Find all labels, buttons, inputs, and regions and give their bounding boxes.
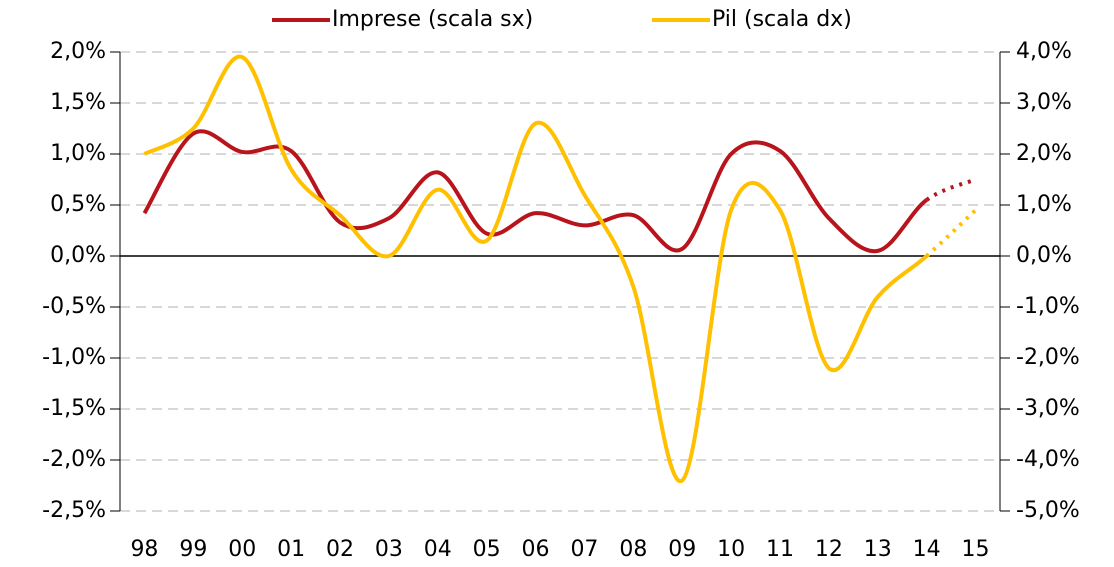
series-line [142, 129, 928, 254]
x-tick-label: 13 [864, 537, 892, 562]
y2-tick-label: 1,0% [1016, 192, 1072, 217]
x-tick-label: 01 [277, 537, 305, 562]
y-tick-label: -1,5% [42, 396, 106, 421]
x-tick-label: 98 [130, 537, 158, 562]
y-tick-label: -0,5% [42, 294, 106, 319]
x-tick-label: 02 [326, 537, 354, 562]
x-tick-label: 07 [570, 537, 598, 562]
y2-tick-label: -3,0% [1016, 396, 1080, 421]
y-tick-label: -1,0% [42, 345, 106, 370]
legend-label: Pil (scala dx) [712, 7, 852, 32]
x-tick-label: 15 [962, 537, 990, 562]
x-tick-label: 99 [179, 537, 207, 562]
x-tick-label: 10 [717, 537, 745, 562]
legend-label: Imprese (scala sx) [332, 7, 533, 32]
x-tick-label: 09 [668, 537, 696, 562]
y2-tick-label: 3,0% [1016, 90, 1072, 115]
y2-tick-label: -2,0% [1016, 345, 1080, 370]
x-tick-label: 00 [228, 537, 256, 562]
y2-tick-label: 4,0% [1016, 39, 1072, 64]
series-line [143, 54, 928, 483]
y-tick-label: 1,5% [50, 90, 106, 115]
x-tick-label: 11 [766, 537, 794, 562]
y2-tick-label: -5,0% [1016, 498, 1080, 523]
y-tick-label: 0,0% [50, 243, 106, 268]
x-tick-label: 12 [815, 537, 843, 562]
y-tick-label: -2,5% [42, 498, 106, 523]
x-tick-label: 04 [424, 537, 452, 562]
series-line-forecast [925, 208, 977, 258]
y2-tick-label: -1,0% [1016, 294, 1080, 319]
y2-tick-label: 0,0% [1016, 243, 1072, 268]
y-tick-label: 1,0% [50, 141, 106, 166]
y2-tick-label: -4,0% [1016, 447, 1080, 472]
x-tick-label: 14 [913, 537, 941, 562]
x-tick-label: 03 [375, 537, 403, 562]
y-tick-label: 0,5% [50, 192, 106, 217]
y-tick-label: 2,0% [50, 39, 106, 64]
x-tick-label: 05 [473, 537, 501, 562]
series-line-forecast [925, 177, 977, 202]
y2-tick-label: 2,0% [1016, 141, 1072, 166]
x-tick-label: 06 [522, 537, 550, 562]
x-tick-label: 08 [619, 537, 647, 562]
y-tick-label: -2,0% [42, 447, 106, 472]
